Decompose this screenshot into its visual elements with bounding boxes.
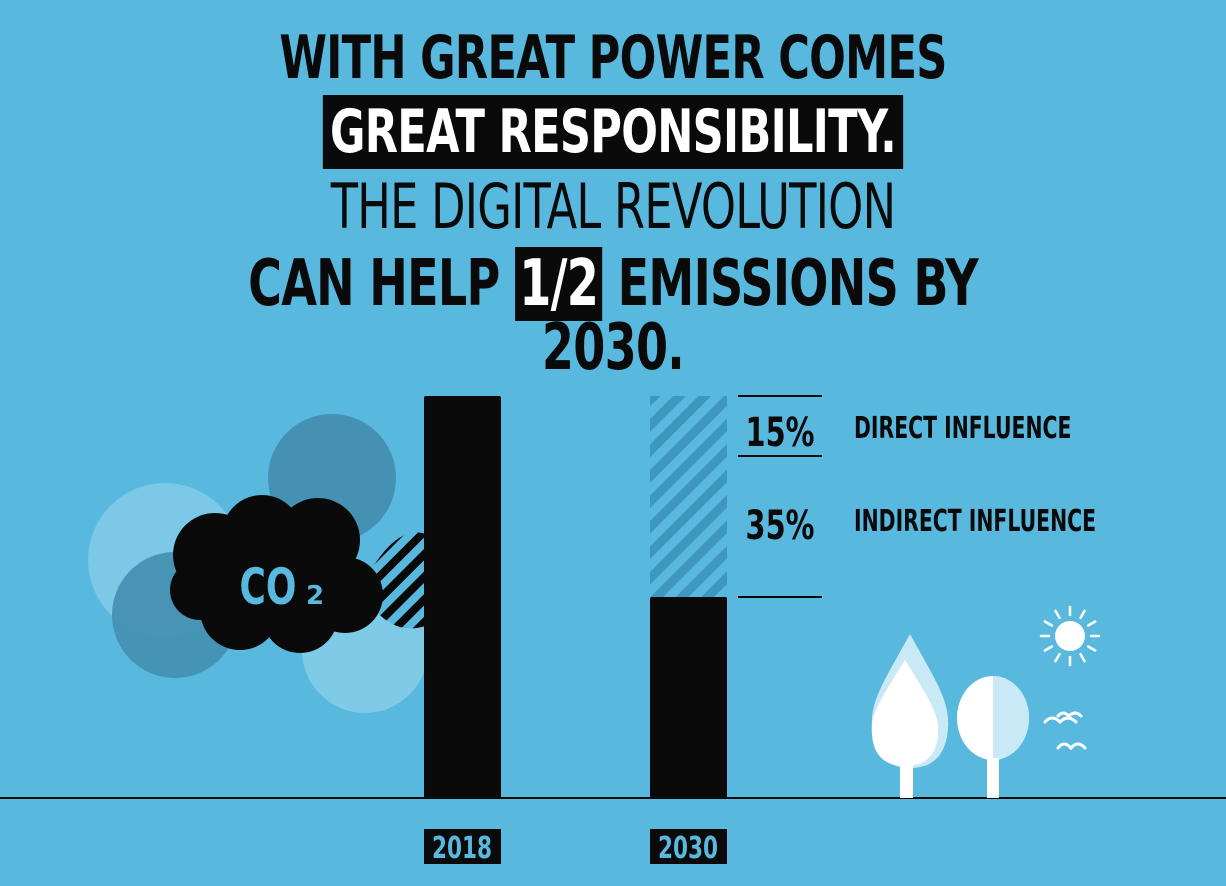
headline-line-2: GREAT RESPONSIBILITY. <box>172 95 1055 169</box>
headline-line-4: CAN HELP 1/2 EMISSIONS BY 2030. <box>172 247 1055 380</box>
bar-2030-reduction <box>650 396 727 597</box>
sun-ray <box>1043 620 1054 627</box>
headline-line-4-post: EMISSIONS BY 2030. <box>541 247 979 385</box>
headline-line-3: THE DIGITAL REVOLUTION <box>330 170 896 243</box>
legend-direct-percent: 15% <box>746 410 815 456</box>
sun-ray <box>1086 645 1097 652</box>
headline: WITH GREAT POWER COMES GREAT RESPONSIBIL… <box>0 10 1226 380</box>
sun-ray <box>1054 609 1061 620</box>
sun-ray <box>1043 645 1054 652</box>
category-labels: 2018 2030 <box>424 829 727 866</box>
headline-line-4-pre: CAN HELP <box>248 247 500 321</box>
headline-line-2-highlight: GREAT RESPONSIBILITY. <box>322 95 904 169</box>
legend-indirect-percent: 35% <box>746 503 815 549</box>
sun-ray <box>1054 652 1061 663</box>
legend-direct-label: DIRECT INFLUENCE <box>854 411 1071 446</box>
sun-ray <box>1079 652 1086 663</box>
category-label-2030: 2030 <box>658 832 718 866</box>
sun-icon <box>1039 605 1101 667</box>
co2-subscript: 2 <box>306 581 324 611</box>
bar-2018 <box>424 396 501 798</box>
legend: 15% DIRECT INFLUENCE 35% INDIRECT INFLUE… <box>738 395 1096 598</box>
tree-round-icon <box>957 676 1029 798</box>
category-label-2018: 2018 <box>432 832 492 866</box>
co2-cloud-icon: CO 2 <box>170 495 383 653</box>
headline-line-1: WITH GREAT POWER COMES <box>279 23 947 93</box>
category-label-bg-2030 <box>650 829 727 864</box>
sun-ray <box>1079 609 1086 620</box>
headline-line-4-highlight: 1/2 <box>514 247 603 321</box>
bar-2030 <box>650 597 727 798</box>
category-label-bg-2018 <box>424 829 501 864</box>
birds-icon <box>1043 711 1087 751</box>
sun-ray <box>1086 620 1097 627</box>
bars <box>424 396 727 798</box>
legend-indirect-label: INDIRECT INFLUENCE <box>854 504 1096 539</box>
co2-label: CO <box>239 559 296 616</box>
tree-teardrop-icon <box>871 634 949 798</box>
